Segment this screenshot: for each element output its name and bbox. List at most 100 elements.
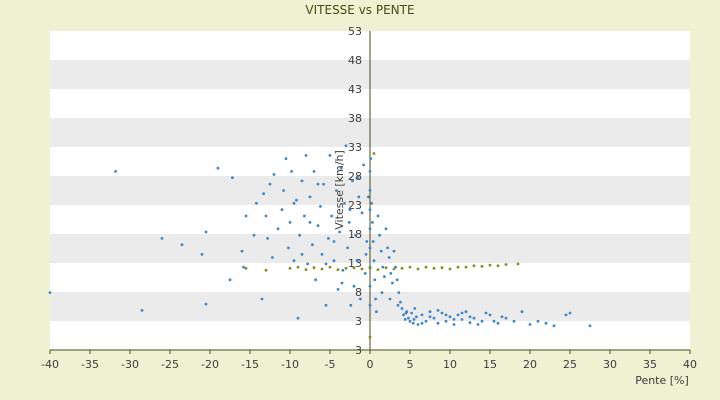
data-point-blue (367, 195, 370, 199)
data-point-blue (311, 243, 314, 247)
data-point-blue (280, 208, 284, 212)
data-point-olive (384, 266, 388, 270)
x-tick-label: 20 (523, 358, 537, 371)
data-point-blue (452, 318, 456, 321)
data-point-olive (400, 266, 404, 270)
data-point-blue (319, 205, 322, 208)
data-point-blue (300, 252, 304, 256)
data-point-blue (464, 310, 468, 314)
data-point-olive (352, 266, 356, 270)
x-tick-label: 15 (483, 358, 497, 371)
data-point-blue (403, 318, 407, 321)
data-point-blue (436, 309, 440, 312)
data-point-blue (488, 313, 492, 317)
data-point-blue (352, 284, 356, 288)
data-point-olive (392, 267, 396, 271)
data-point-blue (349, 303, 353, 307)
data-point-olive (408, 265, 412, 269)
data-point-blue (351, 179, 354, 183)
data-point-blue (365, 240, 369, 243)
data-point-blue (360, 211, 364, 215)
data-point-blue (344, 144, 348, 148)
data-point-blue (376, 214, 380, 218)
data-point-blue (231, 176, 234, 180)
x-tick-label: 35 (643, 358, 657, 371)
data-point-blue (292, 259, 296, 263)
data-point-blue (370, 201, 373, 205)
data-point-blue (368, 284, 372, 288)
data-point-blue (324, 303, 328, 307)
chart-title: VITESSE vs PENTE (305, 3, 414, 17)
y-axis-title: Vitesse [km/h] (333, 150, 346, 230)
data-point-olive (296, 265, 300, 269)
data-point-blue (295, 198, 298, 202)
data-point-blue (296, 316, 300, 320)
data-point-blue (544, 321, 548, 325)
data-point-blue (381, 265, 385, 269)
y-tick-label: 23 (348, 199, 362, 212)
x-tick-label: 40 (683, 358, 697, 371)
data-point-blue (476, 323, 480, 326)
data-point-blue (480, 319, 484, 323)
data-point-olive (244, 266, 248, 270)
data-point-olive (432, 266, 436, 270)
data-point-blue (374, 297, 377, 301)
data-point-blue (528, 323, 532, 326)
data-point-blue (379, 249, 383, 253)
y-tick-label: 43 (348, 83, 362, 96)
data-point-blue (368, 208, 372, 212)
data-point-blue (340, 281, 344, 285)
data-point-blue (355, 259, 359, 263)
data-point-blue (341, 268, 345, 272)
y-tick-label: 33 (348, 141, 362, 154)
data-point-blue (282, 189, 285, 192)
data-point-blue (268, 182, 272, 186)
data-point-blue (290, 170, 293, 173)
x-tick-label: 10 (443, 358, 457, 371)
data-point-olive (368, 266, 372, 270)
data-point-blue (368, 189, 372, 192)
data-point-blue (327, 237, 330, 240)
x-tick-label: -5 (325, 358, 336, 371)
data-point-blue (346, 246, 349, 250)
data-point-blue (396, 303, 400, 307)
x-tick-labels: -40 -35 -30 -25 -20 -15 -10 -5 0 5 10 15 20 25 30 35 40 (41, 358, 697, 371)
data-point-blue (369, 157, 373, 161)
x-tick-label: 0 (367, 358, 374, 371)
y-tick-label: 3 (355, 315, 362, 328)
data-point-olive (480, 265, 484, 268)
data-point-olive (456, 265, 460, 269)
data-point-blue (298, 233, 301, 237)
x-tick-label: -40 (41, 358, 59, 371)
data-point-blue (440, 311, 444, 315)
data-point-blue (368, 227, 372, 231)
data-point-blue (504, 316, 508, 320)
data-point-blue (536, 319, 540, 323)
data-point-olive (488, 263, 492, 267)
data-point-blue (204, 302, 208, 306)
data-point-blue (160, 237, 164, 240)
data-point-blue (330, 214, 333, 218)
data-point-blue (387, 256, 391, 259)
x-tick-label: 30 (603, 358, 617, 371)
data-point-blue (271, 256, 274, 259)
data-point-blue (400, 307, 404, 310)
data-point-blue (354, 233, 357, 237)
data-point-blue (364, 252, 368, 256)
data-point-blue (512, 319, 516, 323)
data-point-olive (516, 262, 520, 266)
data-point-blue (375, 310, 378, 314)
data-point-blue (292, 201, 296, 205)
data-point-olive (464, 265, 468, 269)
data-point-blue (432, 316, 436, 320)
data-point-olive (376, 268, 380, 271)
data-point-blue (284, 157, 288, 161)
data-point-blue (347, 221, 351, 224)
data-point-blue (343, 201, 346, 205)
data-point-blue (496, 321, 500, 325)
data-point-blue (314, 278, 317, 282)
data-point-blue (368, 303, 372, 307)
data-point-blue (383, 275, 386, 278)
x-axis-title: Pente [%] (635, 374, 689, 387)
data-point-blue (372, 259, 376, 263)
